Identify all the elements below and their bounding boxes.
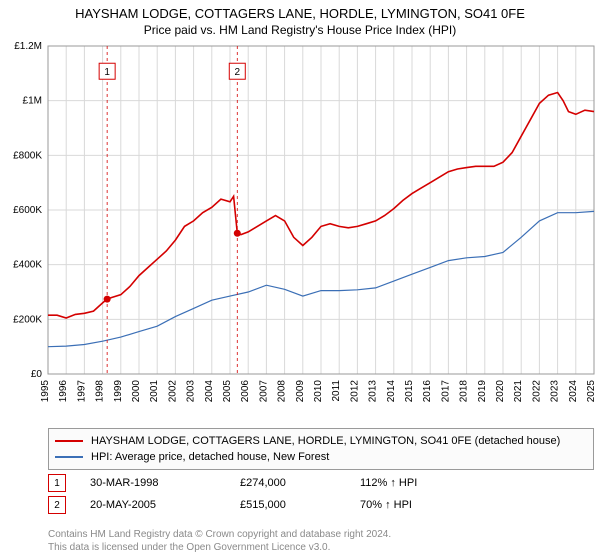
svg-text:1996: 1996 (58, 380, 69, 403)
legend-label: HPI: Average price, detached house, New … (91, 451, 329, 463)
svg-text:2007: 2007 (258, 380, 269, 403)
svg-text:1999: 1999 (113, 380, 124, 403)
chart-title-line1: HAYSHAM LODGE, COTTAGERS LANE, HORDLE, L… (0, 6, 600, 21)
svg-text:2025: 2025 (586, 380, 597, 403)
footer-line2: This data is licensed under the Open Gov… (48, 541, 594, 554)
marker-row: 1 30-MAR-1998 £274,000 112% ↑ HPI (48, 472, 594, 494)
svg-text:2016: 2016 (422, 380, 433, 403)
chart-title-line2: Price paid vs. HM Land Registry's House … (0, 23, 600, 37)
svg-text:2000: 2000 (131, 380, 142, 403)
svg-text:2015: 2015 (404, 380, 415, 403)
svg-text:2008: 2008 (277, 380, 288, 403)
svg-text:2021: 2021 (513, 380, 524, 403)
svg-text:£800K: £800K (13, 150, 42, 161)
svg-text:1998: 1998 (95, 380, 106, 403)
marker-id: 1 (54, 478, 60, 489)
svg-text:£0: £0 (31, 369, 43, 380)
svg-text:2011: 2011 (331, 380, 342, 402)
legend-item: HAYSHAM LODGE, COTTAGERS LANE, HORDLE, L… (55, 433, 587, 449)
svg-text:2024: 2024 (568, 380, 579, 403)
svg-text:1: 1 (104, 67, 110, 78)
svg-text:2020: 2020 (495, 380, 506, 403)
marker-pct: 112% ↑ HPI (360, 477, 510, 489)
marker-id: 2 (54, 500, 60, 511)
marker-price: £274,000 (240, 477, 360, 489)
marker-date: 30-MAR-1998 (90, 477, 240, 489)
marker-row: 2 20-MAY-2005 £515,000 70% ↑ HPI (48, 494, 594, 516)
svg-text:2: 2 (234, 67, 240, 78)
chart-title-block: HAYSHAM LODGE, COTTAGERS LANE, HORDLE, L… (0, 0, 600, 37)
svg-text:£200K: £200K (13, 314, 42, 325)
legend-swatch (55, 440, 83, 442)
svg-text:£400K: £400K (13, 260, 42, 271)
svg-text:2013: 2013 (368, 380, 379, 403)
footer-attribution: Contains HM Land Registry data © Crown c… (48, 528, 594, 554)
svg-text:2009: 2009 (295, 380, 306, 403)
svg-text:2012: 2012 (349, 380, 360, 403)
svg-text:2019: 2019 (477, 380, 488, 403)
svg-text:1997: 1997 (76, 380, 87, 403)
svg-text:£1.2M: £1.2M (14, 41, 42, 52)
price-chart: £0£200K£400K£600K£800K£1M£1.2M1995199619… (48, 46, 594, 400)
svg-text:2004: 2004 (204, 380, 215, 403)
svg-text:£1M: £1M (23, 96, 42, 107)
svg-text:2006: 2006 (240, 380, 251, 403)
svg-text:2018: 2018 (459, 380, 470, 403)
legend: HAYSHAM LODGE, COTTAGERS LANE, HORDLE, L… (48, 428, 594, 470)
svg-text:2017: 2017 (440, 380, 451, 403)
marker-price: £515,000 (240, 499, 360, 511)
footer-line1: Contains HM Land Registry data © Crown c… (48, 528, 594, 541)
svg-text:2003: 2003 (186, 380, 197, 403)
marker-date: 20-MAY-2005 (90, 499, 240, 511)
marker-badge: 2 (48, 496, 66, 514)
marker-badge: 1 (48, 474, 66, 492)
svg-text:2010: 2010 (313, 380, 324, 403)
svg-text:2023: 2023 (550, 380, 561, 403)
svg-text:2001: 2001 (149, 380, 160, 403)
legend-swatch (55, 456, 83, 458)
svg-text:2014: 2014 (386, 380, 397, 403)
legend-item: HPI: Average price, detached house, New … (55, 449, 587, 465)
marker-table: 1 30-MAR-1998 £274,000 112% ↑ HPI 2 20-M… (48, 472, 594, 516)
marker-pct: 70% ↑ HPI (360, 499, 510, 511)
svg-text:1995: 1995 (40, 380, 51, 403)
svg-text:2005: 2005 (222, 380, 233, 403)
legend-label: HAYSHAM LODGE, COTTAGERS LANE, HORDLE, L… (91, 435, 560, 447)
svg-text:2022: 2022 (531, 380, 542, 403)
svg-text:2002: 2002 (167, 380, 178, 403)
svg-text:£600K: £600K (13, 205, 42, 216)
